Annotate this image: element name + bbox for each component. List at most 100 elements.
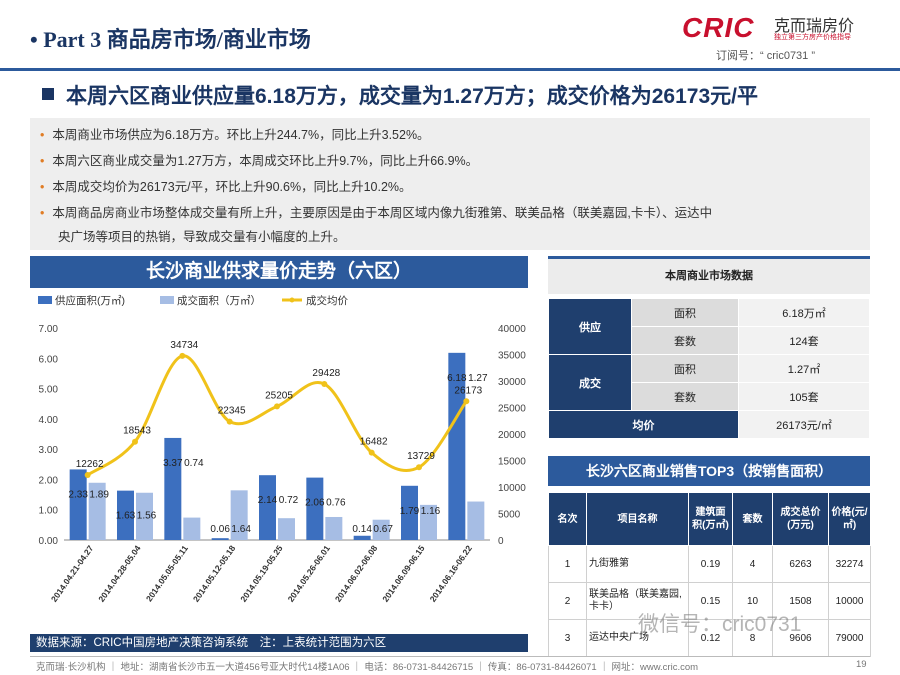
bar-supply-label: 2.33 xyxy=(68,489,88,500)
area-cell: 0.12 xyxy=(688,619,733,657)
table-row: 1 九街雅第 0.19 4 6263 32274 xyxy=(548,545,871,583)
legend-label-deal: 成交面积（万㎡） xyxy=(177,294,261,307)
total-cell: 6263 xyxy=(772,545,829,583)
price-label: 34734 xyxy=(170,340,198,351)
x-tick-label: 2014.05.12-05.18 xyxy=(191,543,238,604)
bar-supply xyxy=(306,477,324,540)
price-point xyxy=(226,418,233,425)
bar-supply-label: 2.14 xyxy=(258,495,278,506)
headline: 本周六区商业供应量6.18万方，成交量为1.27万方；成交价格为26173元/平 xyxy=(66,85,758,108)
supply-label: 供应 xyxy=(548,298,632,355)
price-label: 26173 xyxy=(454,385,482,396)
x-tick-label: 2014.04.28-05.04 xyxy=(96,543,143,604)
y-left-tick-label: 1.00 xyxy=(39,506,59,517)
bar-supply xyxy=(211,538,229,540)
total-cell: 9606 xyxy=(772,619,829,657)
bar-supply xyxy=(164,437,182,540)
summary-item: • 本周商品房商业市场整体成交量有所上升，主要原因是由于本周区域内像九街雅第、联美… xyxy=(40,206,713,220)
price-point xyxy=(179,352,186,359)
bar-deal-label: 0.72 xyxy=(279,495,299,506)
project-cell: 联美品格（联美嘉园,卡卡） xyxy=(586,582,689,620)
bar-deal xyxy=(136,492,153,540)
price-point xyxy=(416,464,422,471)
header-divider xyxy=(0,68,900,71)
bar-supply-label: 3.37 xyxy=(163,458,183,469)
bar-deal xyxy=(420,504,437,540)
bar-deal xyxy=(183,517,201,540)
logo-slogan: 独立第三方房产价格指导 xyxy=(774,34,851,41)
units-label: 套数 xyxy=(631,382,739,411)
bar-supply xyxy=(69,469,87,540)
summary-item: • 本周六区商业成交量为1.27万方，本周成交环比上升9.7%，同比上升66.9%… xyxy=(40,154,479,168)
bar-deal xyxy=(467,501,485,540)
price-label: 12262 xyxy=(76,459,104,470)
bar-supply-label: 1.79 xyxy=(400,506,420,517)
bullet-dot-icon: • xyxy=(40,128,45,142)
cric-logo: CRIC 克而瑞房价 独立第三方房产价格指导 xyxy=(682,12,882,43)
col-header-units: 套数 xyxy=(732,492,773,546)
table-row: 供应 面积 6.18万㎡ xyxy=(548,298,870,355)
source-note: 数据来源：CRIC中国房地产决策咨询系统 注：上表统计范围为六区 xyxy=(30,634,528,652)
bar-supply xyxy=(448,352,466,540)
deal-area-value: 1.27㎡ xyxy=(738,354,870,383)
part-title: • Part 3 商品房市场/商业市场 xyxy=(30,27,311,52)
rank-cell: 2 xyxy=(548,582,587,620)
col-header-total: 成交总价(万元) xyxy=(772,492,829,546)
legend-swatch-deal xyxy=(160,296,174,304)
logo-cn-name: 克而瑞房价 xyxy=(774,18,855,35)
col-header-price: 价格(元/㎡) xyxy=(828,492,871,546)
legend-label-price: 成交均价 xyxy=(306,294,348,307)
project-cell: 九街雅第 xyxy=(586,545,689,583)
legend-swatch-supply xyxy=(38,296,52,304)
summary-box: • 本周商业市场供应为6.18万方。环比上升244.7%，同比上升3.52%。 •… xyxy=(30,118,870,250)
bar-deal-label: 0.76 xyxy=(326,498,346,509)
area-label: 面积 xyxy=(631,354,739,383)
y-right-tick-label: 5000 xyxy=(498,510,521,521)
bar-deal xyxy=(88,482,106,540)
area-label: 面积 xyxy=(631,298,739,327)
rank-cell: 3 xyxy=(548,619,587,657)
bar-supply-label: 0.14 xyxy=(352,524,372,535)
x-tick-label: 2014.05.26-06.01 xyxy=(286,543,333,604)
price-point xyxy=(274,403,280,410)
x-tick-label: 2014.04.21-04.27 xyxy=(49,543,96,604)
price-cell: 79000 xyxy=(828,619,871,657)
wechat-watermark: 微信号：cric0731 xyxy=(638,613,802,636)
supply-demand-chart: 供应面积(万㎡) 成交面积（万㎡） 成交均价 0.00 1.00 2.00 3.00 4.00… xyxy=(38,294,526,604)
chart-title-banner: 长沙商业供求量价走势（六区） xyxy=(30,256,528,288)
legend-marker-price xyxy=(289,297,295,303)
table-row: 均价 26173元/㎡ xyxy=(548,410,870,439)
price-label: 25205 xyxy=(265,390,293,401)
units-label: 套数 xyxy=(631,326,739,355)
footer-contact: 克而瑞·长沙机构 ｜ 地址：湖南省长沙市五一大道456号亚大时代14楼1A06 … xyxy=(36,662,699,673)
price-value: 26173元/㎡ xyxy=(738,410,870,439)
price-point xyxy=(132,438,138,445)
total-cell: 1508 xyxy=(772,582,829,620)
top3-title: 长沙六区商业销售TOP3（按销售面积） xyxy=(548,456,870,486)
footer-divider xyxy=(30,656,870,657)
price-point xyxy=(368,449,375,456)
summary-item: • 本周成交均价为26173元/平，环比上升90.6%，同比上升10.2%。 xyxy=(40,180,412,194)
bar-supply xyxy=(353,535,371,540)
legend-label-supply: 供应面积(万㎡) xyxy=(55,294,125,307)
y-right-tick-label: 25000 xyxy=(498,404,526,415)
bar-supply xyxy=(117,490,134,540)
logo-brand: CRIC xyxy=(682,12,755,43)
bar-deal-label: 0.74 xyxy=(184,458,204,469)
deal-units-value: 105套 xyxy=(738,382,870,411)
price-label: 13729 xyxy=(407,451,435,462)
bar-deal xyxy=(278,518,295,540)
units-cell: 8 xyxy=(732,619,773,657)
price-label: 22345 xyxy=(218,406,246,417)
bar-supply xyxy=(401,485,418,540)
bar-deal xyxy=(372,519,390,540)
y-right-tick-label: 40000 xyxy=(498,324,526,335)
y-right-tick-label: 15000 xyxy=(498,457,526,468)
bar-supply-label: 2.06 xyxy=(305,498,325,509)
deal-label: 成交 xyxy=(548,354,632,411)
page-number: 19 xyxy=(856,659,867,670)
square-bullet-icon xyxy=(42,88,54,100)
bar-supply-label: 1.63 xyxy=(116,511,136,522)
area-cell: 0.15 xyxy=(688,582,733,620)
price-label: 均价 xyxy=(548,410,739,439)
